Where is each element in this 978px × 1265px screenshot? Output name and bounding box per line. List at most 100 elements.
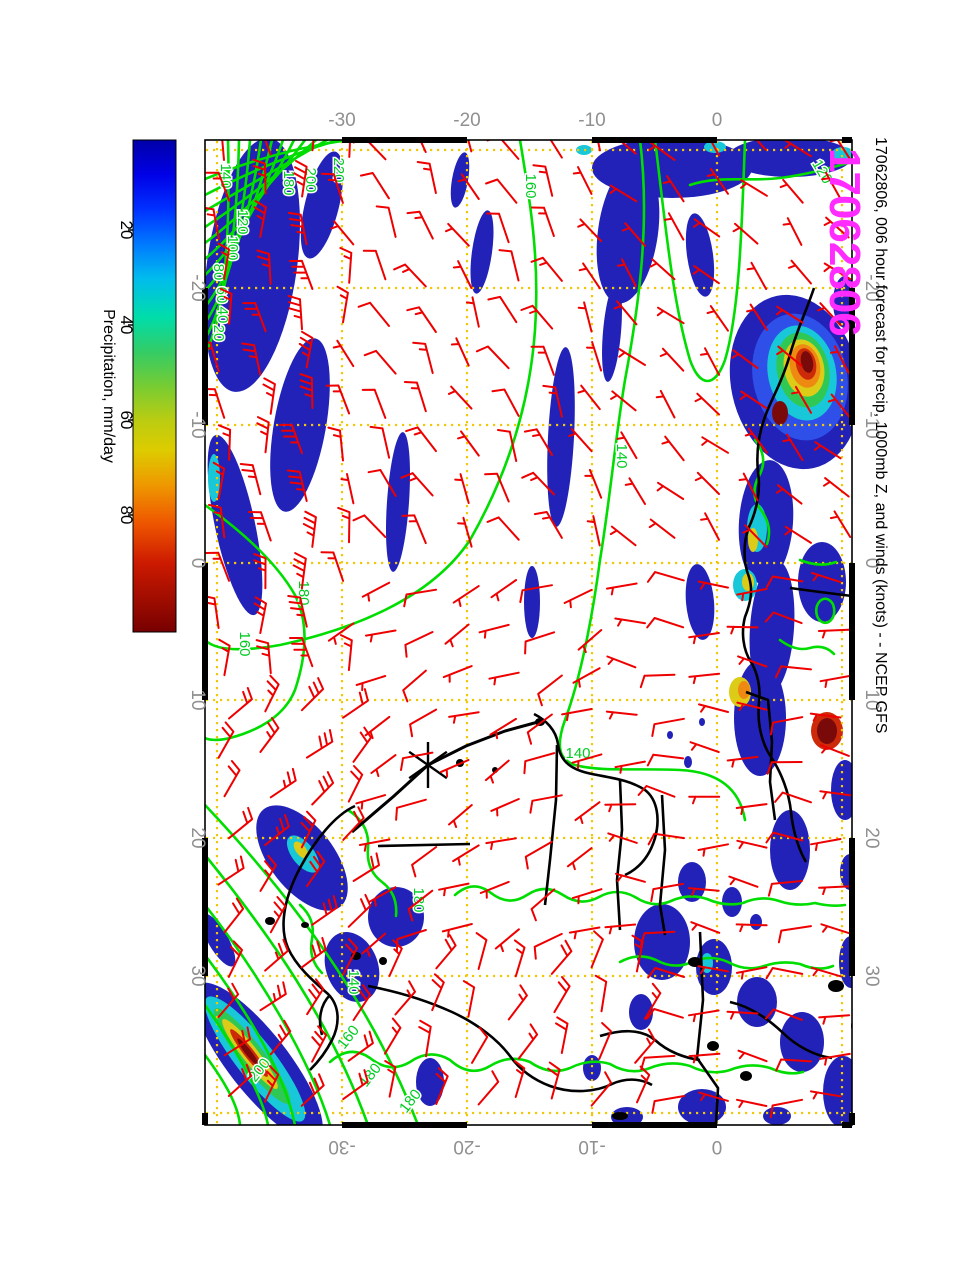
wind-barb bbox=[529, 794, 563, 814]
wind-barb bbox=[698, 1091, 729, 1102]
wind-barb bbox=[523, 752, 556, 775]
wind-barb bbox=[242, 302, 267, 333]
wind-barb bbox=[292, 552, 307, 590]
wind-barb bbox=[419, 140, 427, 153]
precip-blob bbox=[678, 1089, 726, 1125]
wind-barb bbox=[813, 441, 842, 460]
wind-barb bbox=[227, 1063, 253, 1097]
wind-barb bbox=[223, 897, 245, 934]
wind-barb bbox=[247, 511, 272, 542]
wind-barb bbox=[639, 673, 676, 689]
wind-barb bbox=[689, 741, 720, 754]
wind-barb bbox=[604, 803, 637, 813]
wind-barb bbox=[311, 771, 335, 806]
wind-barb bbox=[606, 582, 638, 596]
wind-barb bbox=[688, 795, 721, 805]
wind-barb bbox=[739, 390, 768, 410]
wind-barb bbox=[494, 928, 520, 953]
wind-barb bbox=[736, 701, 768, 711]
wind-barb bbox=[475, 932, 488, 970]
wind-barb bbox=[256, 416, 270, 454]
wind-barb bbox=[746, 303, 768, 331]
wind-barb bbox=[404, 631, 434, 658]
wind-barb bbox=[646, 617, 685, 629]
wind-barb bbox=[471, 1026, 489, 1064]
wind-barb bbox=[578, 262, 601, 290]
wind-barb bbox=[782, 217, 803, 246]
wind-barb bbox=[607, 832, 638, 844]
wind-barb bbox=[765, 575, 804, 588]
wind-barb bbox=[809, 1090, 842, 1100]
wind-barb bbox=[823, 477, 850, 498]
wind-barb bbox=[784, 140, 812, 158]
wind-barb bbox=[489, 717, 517, 740]
wind-barb bbox=[765, 967, 804, 980]
wind-barb bbox=[590, 1071, 612, 1107]
wind-barb bbox=[368, 886, 397, 907]
height-contour-line bbox=[205, 140, 538, 651]
wind-barb bbox=[819, 790, 851, 800]
wind-barb bbox=[484, 759, 510, 784]
wind-barb bbox=[568, 926, 601, 940]
colorbar-layer: 20 40 60 80 bbox=[117, 139, 177, 633]
wind-barb bbox=[327, 426, 344, 462]
precip-blob bbox=[667, 731, 673, 739]
coastline-border-path bbox=[282, 804, 356, 1071]
precip-blob bbox=[800, 351, 814, 373]
axis-tick-label-bottom: 0 bbox=[712, 1136, 723, 1157]
wind-barb bbox=[610, 390, 637, 412]
precip-blob bbox=[270, 338, 330, 512]
wind-barb bbox=[217, 242, 230, 281]
axis-tick-label-right: 0 bbox=[861, 558, 882, 569]
wind-barb bbox=[577, 629, 603, 654]
contour-value-label: 160 bbox=[236, 631, 253, 656]
wind-barb bbox=[596, 140, 601, 152]
wind-barb bbox=[728, 875, 759, 888]
colorbar-tick-label: 80 bbox=[117, 506, 136, 525]
wind-barb bbox=[407, 889, 434, 922]
precip-blob bbox=[470, 210, 494, 294]
wind-barb bbox=[615, 872, 646, 883]
wind-barb bbox=[775, 305, 804, 324]
wind-barb bbox=[829, 345, 850, 374]
wind-barb bbox=[519, 584, 553, 604]
wind-barb bbox=[784, 525, 812, 544]
wind-barb bbox=[765, 831, 804, 844]
wind-barb bbox=[218, 638, 231, 677]
wind-barb bbox=[362, 249, 387, 281]
wind-barb bbox=[332, 339, 355, 368]
precip-blob bbox=[293, 841, 309, 859]
wind-barb bbox=[352, 726, 372, 763]
contour-value-label: 40 bbox=[214, 307, 231, 324]
wind-barb bbox=[521, 471, 555, 496]
height-contour-line bbox=[205, 1003, 270, 1125]
wind-barb bbox=[577, 301, 593, 333]
wind-barb bbox=[252, 158, 267, 195]
wind-barb bbox=[698, 703, 729, 713]
wind-barb bbox=[336, 285, 349, 324]
wind-barb bbox=[205, 551, 230, 582]
wind-barb bbox=[726, 625, 759, 635]
wind-barb bbox=[259, 981, 287, 1012]
wind-barb bbox=[488, 671, 520, 686]
wind-barb bbox=[394, 980, 416, 1016]
precip-blob bbox=[748, 528, 758, 552]
wind-barb bbox=[646, 1008, 684, 1020]
wind-barb bbox=[370, 754, 397, 778]
wind-barb bbox=[403, 381, 427, 413]
wind-barb bbox=[223, 760, 241, 798]
wind-barb bbox=[584, 468, 603, 499]
wind-barb bbox=[485, 178, 518, 204]
wind-barb bbox=[819, 674, 852, 688]
wind-barb bbox=[340, 473, 355, 505]
wind-barb bbox=[302, 510, 317, 548]
wind-barb bbox=[555, 1016, 569, 1054]
wind-barb bbox=[411, 846, 438, 878]
contour-value-label: 140 bbox=[217, 163, 234, 188]
wind-barb bbox=[269, 896, 287, 934]
wind-barb bbox=[431, 973, 445, 1012]
wind-barb bbox=[561, 708, 593, 722]
wind-barb bbox=[782, 433, 804, 462]
wind-barb bbox=[352, 514, 387, 538]
